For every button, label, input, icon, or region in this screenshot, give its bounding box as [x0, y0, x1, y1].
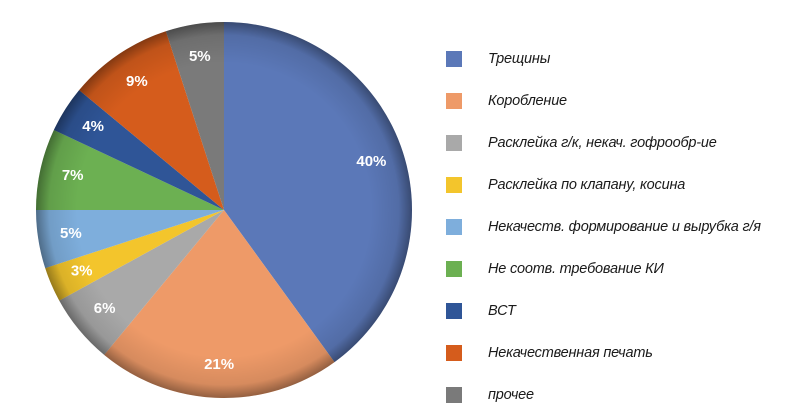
- legend-item-5: Некачеств. формирование и вырубка г/я: [446, 206, 761, 248]
- legend-swatch-9: [446, 387, 462, 403]
- pie-data-label-5: 5%: [60, 225, 82, 242]
- legend-swatch-6: [446, 261, 462, 277]
- pie-rim-shading: [36, 22, 412, 398]
- legend-item-8: Некачественная печать: [446, 332, 761, 374]
- legend-item-9: прочее: [446, 374, 761, 416]
- pie-data-label-6: 7%: [62, 167, 84, 184]
- pie-data-labels: 40% 21% 6% 3% 5% 7% 4% 9% 5%: [60, 48, 386, 373]
- pie-data-label-4: 3%: [71, 263, 93, 280]
- legend-label-5: Некачеств. формирование и вырубка г/я: [488, 219, 761, 235]
- legend-label-1: Трещины: [488, 51, 551, 67]
- pie-data-label-2: 21%: [204, 356, 234, 373]
- legend-swatch-7: [446, 303, 462, 319]
- legend-item-7: ВСТ: [446, 290, 761, 332]
- pie-data-label-9: 5%: [189, 48, 211, 65]
- pie-data-label-8: 9%: [126, 73, 148, 90]
- legend-label-9: прочее: [488, 387, 534, 403]
- legend-label-7: ВСТ: [488, 303, 516, 319]
- legend-swatch-2: [446, 93, 462, 109]
- legend-item-2: Коробление: [446, 80, 761, 122]
- legend-label-3: Расклейка г/к, некач. гофрообр-ие: [488, 135, 717, 151]
- pie-data-label-7: 4%: [82, 118, 104, 135]
- legend-item-4: Расклейка по клапану, косина: [446, 164, 761, 206]
- legend-swatch-1: [446, 51, 462, 67]
- legend-swatch-4: [446, 177, 462, 193]
- legend-label-8: Некачественная печать: [488, 345, 653, 361]
- legend-item-1: Трещины: [446, 38, 761, 80]
- pie-data-label-3: 6%: [94, 300, 116, 317]
- chart-legend: Трещины Коробление Расклейка г/к, некач. г…: [446, 38, 761, 416]
- pie-data-label-1: 40%: [356, 153, 386, 170]
- legend-swatch-8: [446, 345, 462, 361]
- legend-item-6: Не соотв. требование КИ: [446, 248, 761, 290]
- legend-label-6: Не соотв. требование КИ: [488, 261, 664, 277]
- legend-label-2: Коробление: [488, 93, 567, 109]
- legend-item-3: Расклейка г/к, некач. гофрообр-ие: [446, 122, 761, 164]
- legend-swatch-5: [446, 219, 462, 235]
- legend-swatch-3: [446, 135, 462, 151]
- legend-label-4: Расклейка по клапану, косина: [488, 177, 686, 193]
